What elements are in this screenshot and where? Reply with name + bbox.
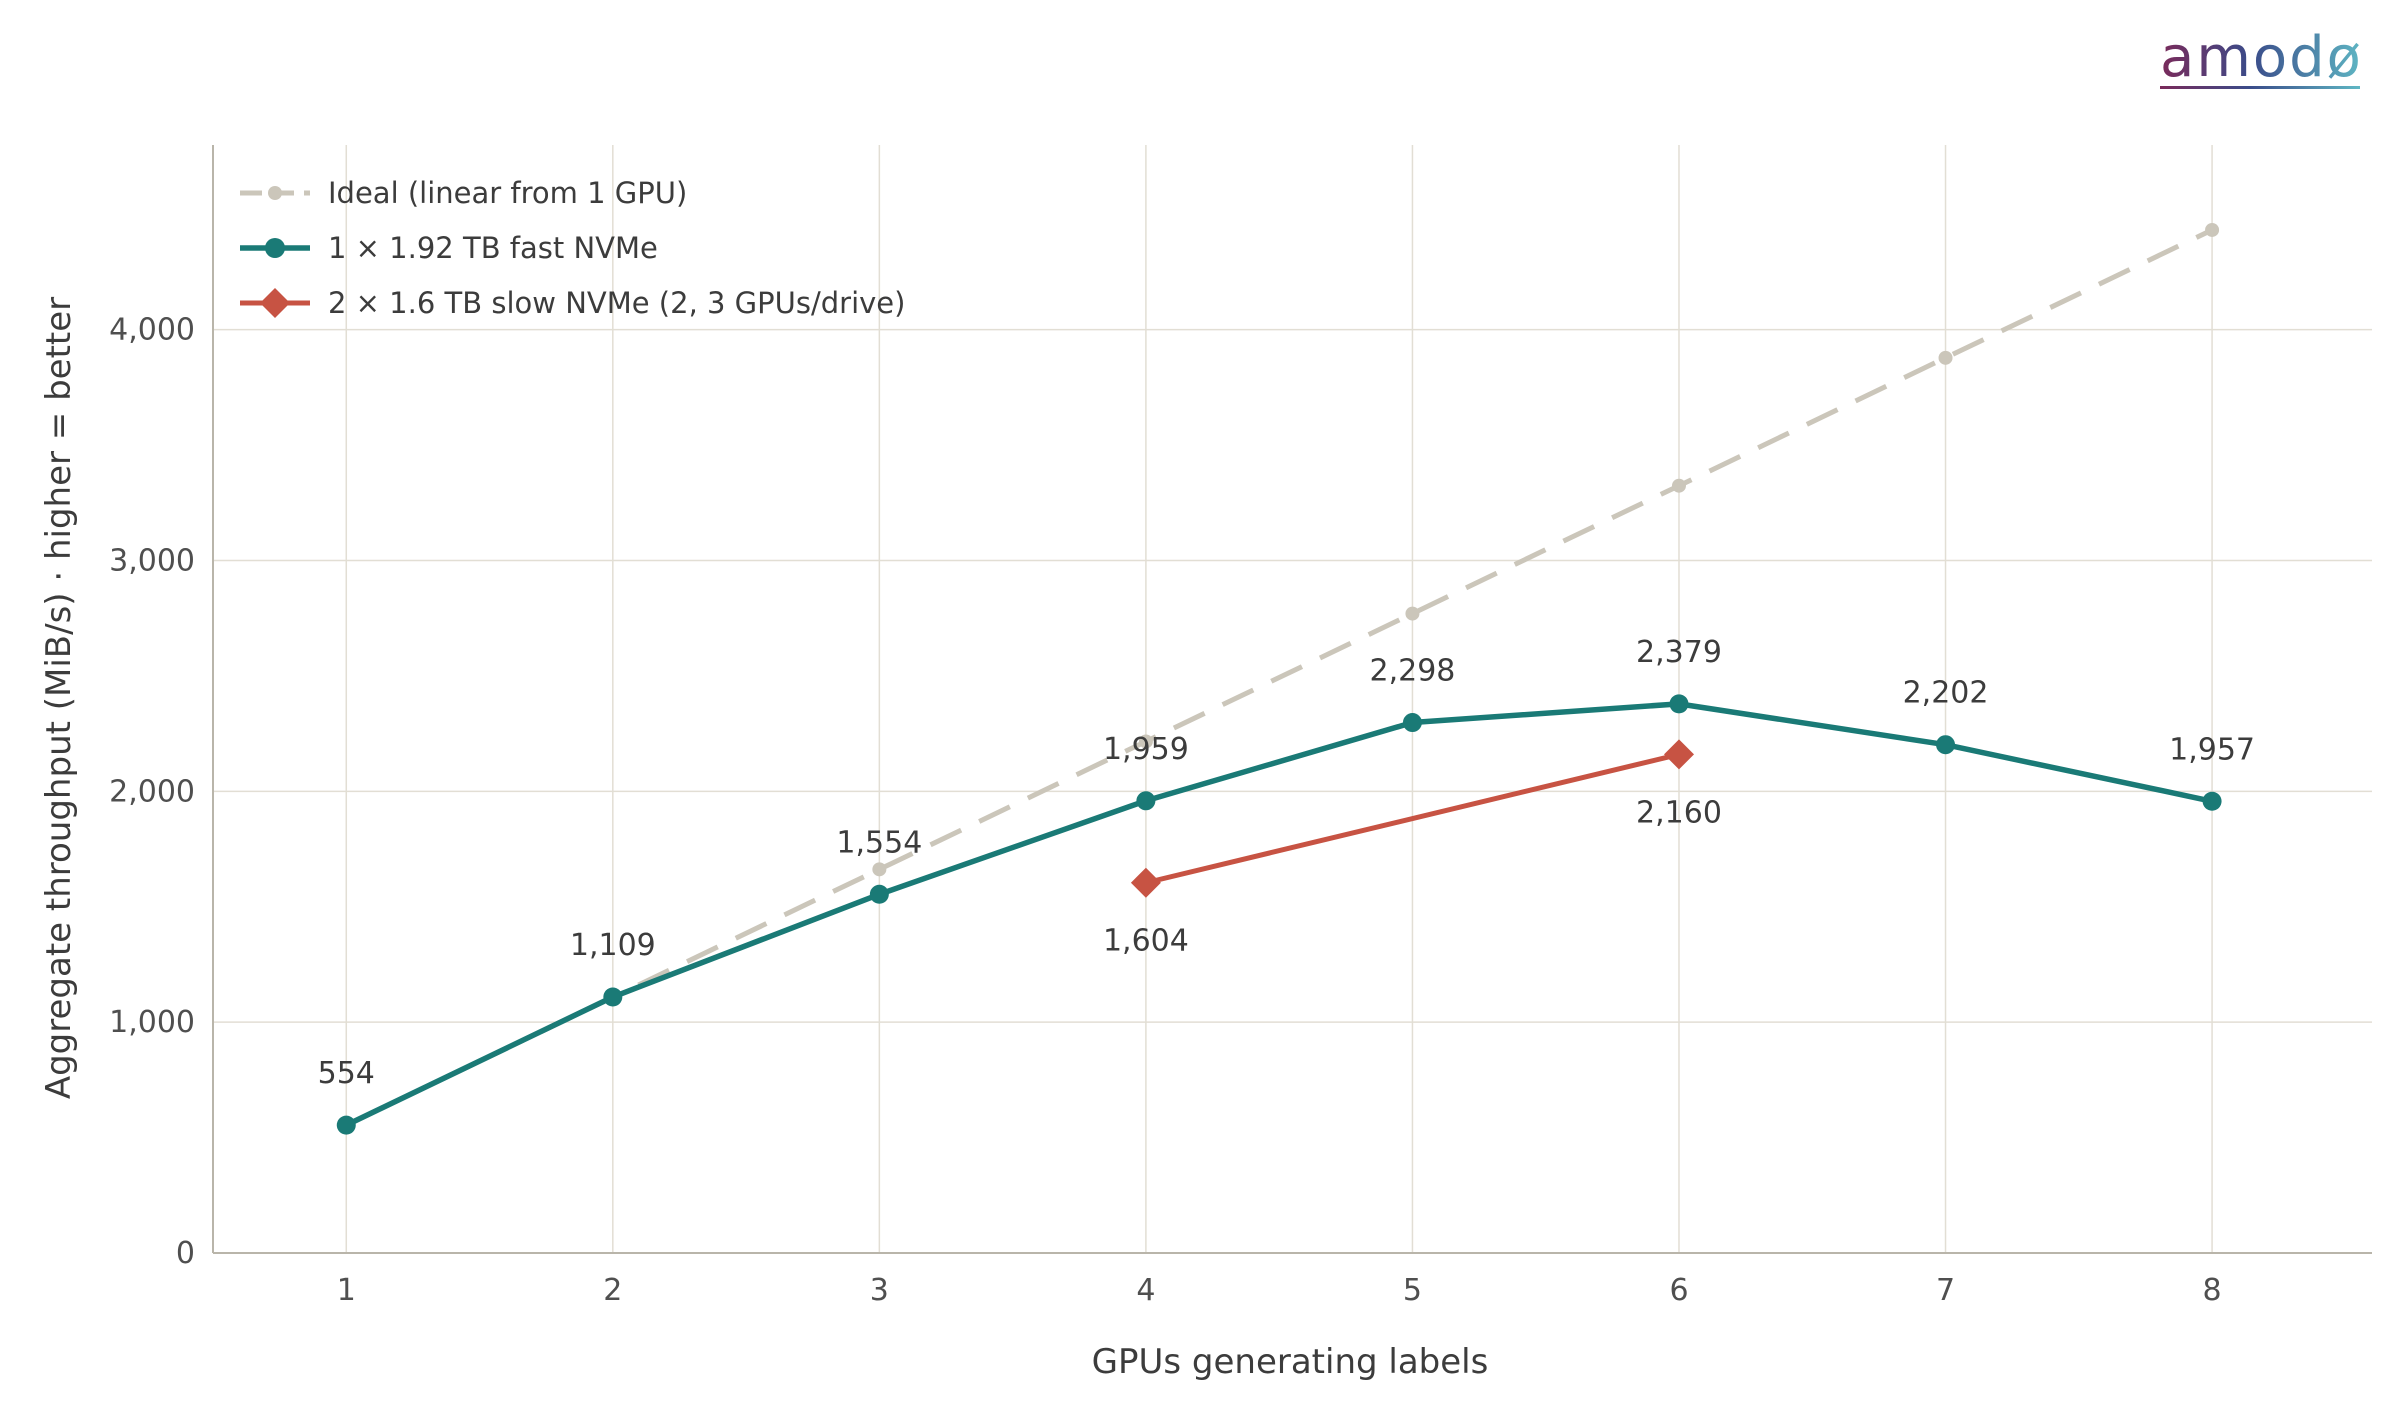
ideal-point — [2205, 222, 2220, 237]
slow-nvme-point — [1130, 867, 1161, 898]
y-axis-title: Aggregate throughput (MiB/s) · higher = … — [39, 297, 79, 1099]
fast-nvme-data-label: 1,959 — [1103, 732, 1189, 767]
fast-nvme-point — [336, 1115, 356, 1135]
legend-slow-marker — [260, 288, 290, 318]
legend-fast-marker — [265, 238, 285, 258]
fast-nvme-data-label: 1,554 — [836, 825, 922, 860]
amodo-logo: amodø — [2160, 25, 2370, 102]
fast-nvme-data-label: 1,109 — [570, 928, 656, 963]
slow-nvme-data-label: 1,604 — [1103, 924, 1189, 959]
fast-nvme-data-label: 2,202 — [1903, 676, 1989, 711]
logo-mark: amodø — [2160, 25, 2363, 90]
axes: 0 1,000 2,000 3,000 4,000 1 2 3 4 5 6 7 8 — [109, 145, 2372, 1308]
legend: Ideal (linear from 1 GPU) 1 × 1.92 TB fas… — [240, 176, 905, 320]
legend-label: 2 × 1.6 TB slow NVMe (2, 3 GPUs/drive) — [328, 286, 905, 320]
fast-nvme-data-label: 1,957 — [2169, 732, 2255, 767]
series-layer — [336, 222, 2222, 1135]
slow-nvme-data-label: 2,160 — [1636, 795, 1722, 830]
x-tick-label: 6 — [1669, 1273, 1688, 1308]
y-tick-label: 4,000 — [109, 313, 195, 348]
logo-text: amodø — [2160, 28, 2363, 90]
fast-nvme-point — [603, 987, 623, 1007]
x-tick-label: 8 — [2203, 1273, 2222, 1308]
x-axis-title: GPUs generating labels — [1092, 1342, 1489, 1382]
legend-label: Ideal (linear from 1 GPU) — [328, 176, 687, 210]
x-tick-label: 1 — [337, 1273, 356, 1308]
fast-nvme-data-label: 554 — [318, 1056, 375, 1091]
x-tick-label: 5 — [1403, 1273, 1422, 1308]
ideal-point — [872, 862, 887, 877]
fast-nvme-point — [1669, 694, 1689, 714]
fast-nvme-series-line — [345, 701, 2213, 1128]
fast-nvme-data-label: 2,298 — [1369, 654, 1455, 689]
ideal-series-line — [345, 227, 2214, 1128]
y-tick-label: 3,000 — [109, 544, 195, 579]
x-tick-label: 4 — [1136, 1273, 1155, 1308]
slow-nvme-point — [1663, 739, 1694, 770]
legend-label: 1 × 1.92 TB fast NVMe — [328, 231, 658, 265]
ideal-point — [1938, 350, 1953, 365]
y-tick-label: 2,000 — [109, 774, 195, 809]
data-labels: 554 1,109 1,554 1,959 2,298 2,379 2,202 1,957 1,… — [318, 635, 2255, 1091]
x-tick-label: 7 — [1936, 1273, 1955, 1308]
fast-nvme-point — [1936, 735, 1956, 755]
fast-nvme-point — [869, 884, 889, 904]
grid — [213, 145, 2372, 1253]
x-tick-label: 2 — [603, 1273, 622, 1308]
slow-nvme-series-line — [1145, 751, 1680, 886]
ideal-point — [1405, 606, 1420, 621]
y-tick-label: 0 — [176, 1236, 195, 1271]
ideal-point — [1138, 734, 1153, 749]
ideal-point — [1671, 478, 1686, 493]
legend-ideal-marker — [268, 186, 282, 200]
fast-nvme-point — [2202, 791, 2222, 811]
fast-nvme-point — [1136, 791, 1156, 811]
fast-nvme-data-label: 2,379 — [1636, 635, 1722, 670]
x-tick-label: 3 — [870, 1273, 889, 1308]
y-tick-label: 1,000 — [109, 1005, 195, 1040]
fast-nvme-point — [1402, 713, 1422, 733]
